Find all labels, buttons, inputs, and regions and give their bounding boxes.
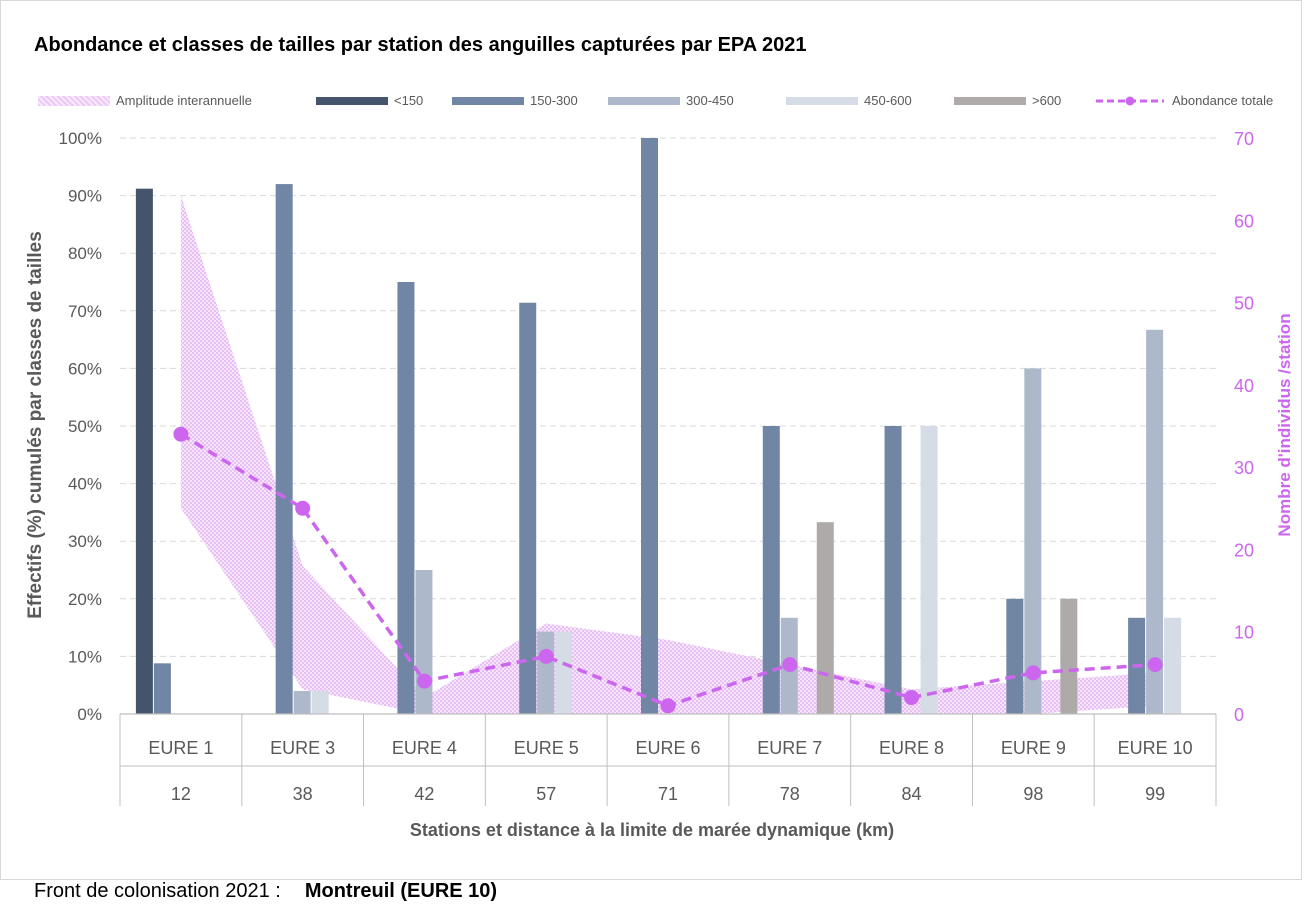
x-tick-label: EURE 3 [270,738,335,758]
legend-swatch-series-4 [954,96,1026,105]
legend-label-band: Amplitude interannuelle [116,93,252,108]
x-distance-label: 98 [1023,784,1043,804]
bar-450-600 [1164,617,1182,714]
y-tick-label-right: 60 [1234,211,1254,231]
footer: Front de colonisation 2021 : Montreuil (E… [34,880,497,903]
legend-swatch-series-0 [316,96,388,105]
x-tick-label: EURE 5 [514,738,579,758]
x-distance-label: 78 [780,784,800,804]
abundance-point [782,657,798,673]
bar-150-300 [519,302,537,714]
bar-300-450 [537,631,555,714]
y-tick-label-left: 40% [68,475,102,494]
bar-150-300 [275,184,293,714]
bar->600 [816,522,834,714]
legend-swatch-series-3 [786,96,858,105]
y-tick-label-left: 60% [68,359,102,378]
y-tick-label-right: 20 [1234,540,1254,560]
abundance-point [660,698,676,714]
abundance-point [904,690,920,706]
y-axis-title-left: Effectifs (%) cumulés par classes de tai… [25,231,46,619]
x-distance-label: 38 [293,784,313,804]
legend-item-series-2: 300-450 [608,93,734,108]
x-tick-label: EURE 9 [1001,738,1066,758]
bar-150-300 [397,282,415,714]
x-tick-label: EURE 10 [1118,738,1193,758]
x-distance-label: 12 [171,784,191,804]
chart-plot: 0% 10% 20% 30% 40% 50% 60% 70% 80% 90% 100% 0 10 20 30… [59,129,1254,806]
y-tick-label-left: 50% [68,417,102,436]
y-tick-label-left: 100% [59,129,102,148]
y-tick-label-left: 80% [68,244,102,263]
y-tick-label-left: 10% [68,647,102,666]
legend-item-line: Abondance totale [1094,93,1273,108]
y-tick-label-right: 50 [1234,294,1254,314]
legend: Amplitude interannuelle <150 150-300 300… [38,93,1278,113]
legend-item-band: Amplitude interannuelle [38,93,252,108]
chart-title: Abondance et classes de tailles par stat… [34,34,807,56]
legend-label-line: Abondance totale [1172,93,1274,108]
legend-label-series-3: 450-600 [864,93,912,108]
x-distance-label: 71 [658,784,678,804]
abundance-point [295,500,311,516]
abundance-point [1147,657,1163,673]
x-distance-label: 57 [536,784,556,804]
legend-item-series-0: <150 [316,93,423,108]
bar-450-600 [555,631,573,714]
legend-swatch-series-2 [608,96,680,105]
x-tick-label: EURE 4 [392,738,457,758]
legend-item-series-3: 450-600 [786,93,912,108]
bar-300-450 [415,570,433,714]
y-tick-label-right: 70 [1234,129,1254,149]
y-tick-label-left: 90% [68,187,102,206]
y-tick-label-right: 10 [1234,623,1254,643]
x-axis-title: Stations et distance à la limite de maré… [409,820,895,840]
x-tick-label: EURE 1 [148,738,213,758]
y-tick-label-left: 20% [68,590,102,609]
bar->600 [1060,598,1078,714]
y-tick-label-right: 40 [1234,376,1254,396]
x-distance-label: 99 [1145,784,1165,804]
legend-label-series-4: >600 [1032,93,1062,108]
bar-300-450 [1024,368,1042,714]
bar-450-600 [311,690,329,714]
abundance-point [416,673,432,689]
bar-150-300 [1006,598,1024,714]
bar-150-300 [641,138,658,714]
x-tick-label: EURE 6 [635,738,700,758]
y-axis-title-right: Nombre d'individus /station [1275,313,1294,537]
y-tick-label-right: 30 [1234,458,1254,478]
x-distance-label: 84 [902,784,922,804]
x-distance-label: 42 [414,784,434,804]
y-tick-label-left: 70% [68,302,102,321]
bar-<150 [135,188,153,715]
legend-label-series-2: 300-450 [686,93,734,108]
legend-swatch-series-1 [452,96,524,105]
abundance-point [538,648,554,664]
legend-swatch-line [1096,96,1164,105]
y-tick-label-left: 30% [68,532,102,551]
bar-450-600 [920,426,938,714]
x-tick-label: EURE 8 [879,738,944,758]
legend-item-series-1: 150-300 [452,93,578,108]
bar-150-300 [884,426,902,714]
abundance-point [173,426,189,442]
footer-label: Front de colonisation 2021 : [34,880,281,902]
legend-label-series-1: 150-300 [530,93,578,108]
bar-300-450 [1146,329,1164,714]
x-tick-label: EURE 7 [757,738,822,758]
bar-300-450 [293,690,311,714]
abundance-point [1025,665,1041,681]
legend-swatch-band [38,95,110,106]
y-tick-label-right: 0 [1234,705,1244,725]
legend-item-series-4: >600 [954,93,1061,108]
y-tick-label-left: 0% [77,705,102,724]
legend-label-series-0: <150 [394,93,424,108]
bar-150-300 [762,426,780,714]
bar-150-300 [153,663,171,714]
footer-value: Montreuil (EURE 10) [304,880,498,902]
